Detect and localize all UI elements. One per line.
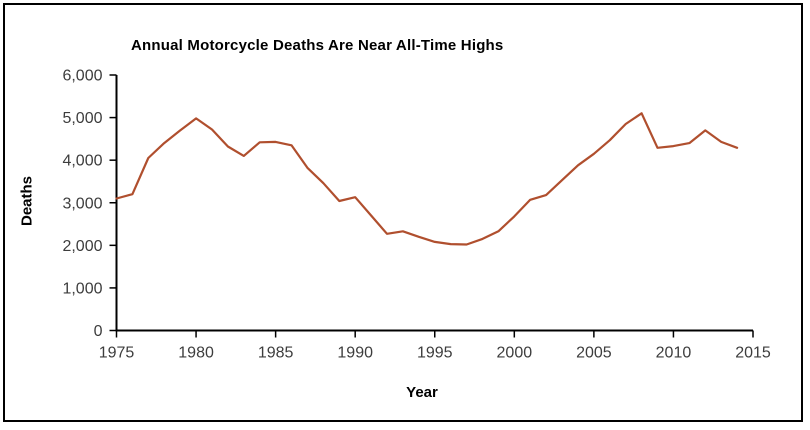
chart-border-frame bbox=[3, 3, 803, 422]
x-axis-title: Year bbox=[406, 384, 438, 401]
axis-lines bbox=[115, 75, 753, 332]
x-tick-label: 1990 bbox=[337, 345, 373, 362]
chart-title: Annual Motorcycle Deaths Are Near All-Ti… bbox=[131, 37, 504, 54]
x-tick-label: 1985 bbox=[258, 345, 294, 362]
y-tick-label: 1,000 bbox=[62, 280, 102, 297]
y-tick-label: 2,000 bbox=[62, 238, 102, 255]
axes bbox=[115, 75, 753, 332]
x-tick-label: 2010 bbox=[656, 345, 692, 362]
x-tick-label: 1980 bbox=[178, 345, 214, 362]
y-tick-label: 3,000 bbox=[62, 195, 102, 212]
deaths-series-line bbox=[115, 112, 739, 246]
x-tick-label: 1975 bbox=[99, 345, 135, 362]
axis-tick-labels: 0 1,000 2,000 3,000 4,000 5,000 6,000 1975 1980 1… bbox=[62, 68, 770, 362]
y-tick-label: 4,000 bbox=[62, 153, 102, 170]
x-tick-label: 1995 bbox=[417, 345, 453, 362]
axis-ticks bbox=[109, 74, 754, 338]
y-tick-label: 0 bbox=[94, 323, 103, 340]
deaths-line bbox=[115, 112, 739, 246]
x-tick-label: 2000 bbox=[497, 345, 533, 362]
x-tick-label: 2015 bbox=[735, 345, 771, 362]
x-tick-label: 2005 bbox=[576, 345, 612, 362]
y-tick-label: 5,000 bbox=[62, 110, 102, 127]
y-tick-label: 6,000 bbox=[62, 68, 102, 85]
